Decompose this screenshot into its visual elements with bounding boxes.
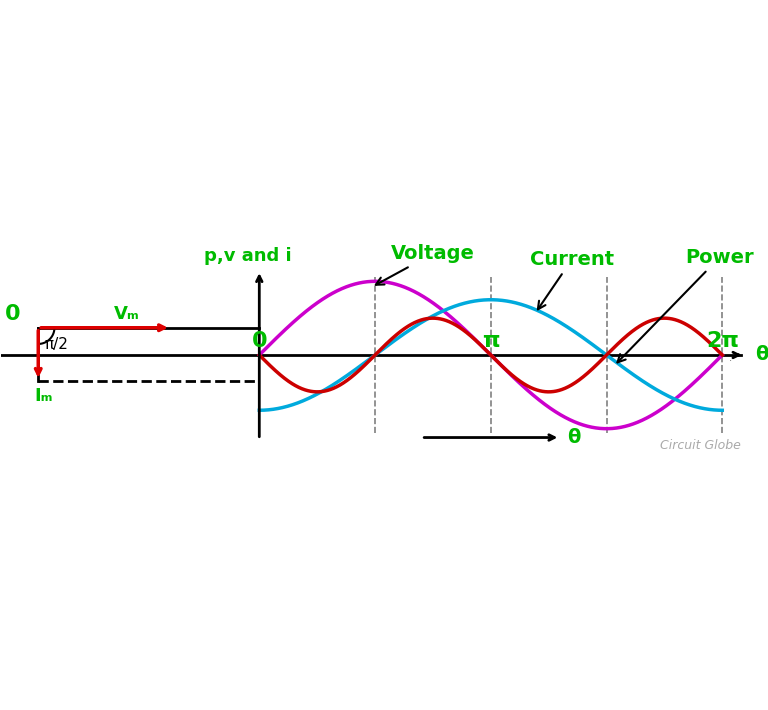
Text: θ: θ [568, 428, 581, 447]
Text: Vₘ: Vₘ [114, 305, 140, 323]
Text: Voltage: Voltage [376, 244, 475, 285]
Text: Iₘ: Iₘ [35, 387, 53, 405]
Text: Circuit Globe: Circuit Globe [660, 439, 740, 452]
Text: Power: Power [617, 248, 754, 362]
Text: Current: Current [530, 250, 614, 310]
Text: 2π: 2π [706, 332, 739, 351]
Text: π/2: π/2 [44, 337, 68, 351]
Text: 0: 0 [251, 332, 267, 351]
Text: π: π [482, 332, 500, 351]
Text: →: → [730, 360, 731, 361]
Text: θ: θ [756, 346, 768, 364]
Text: p,v and i: p,v and i [204, 247, 292, 265]
Text: 0: 0 [5, 304, 21, 324]
